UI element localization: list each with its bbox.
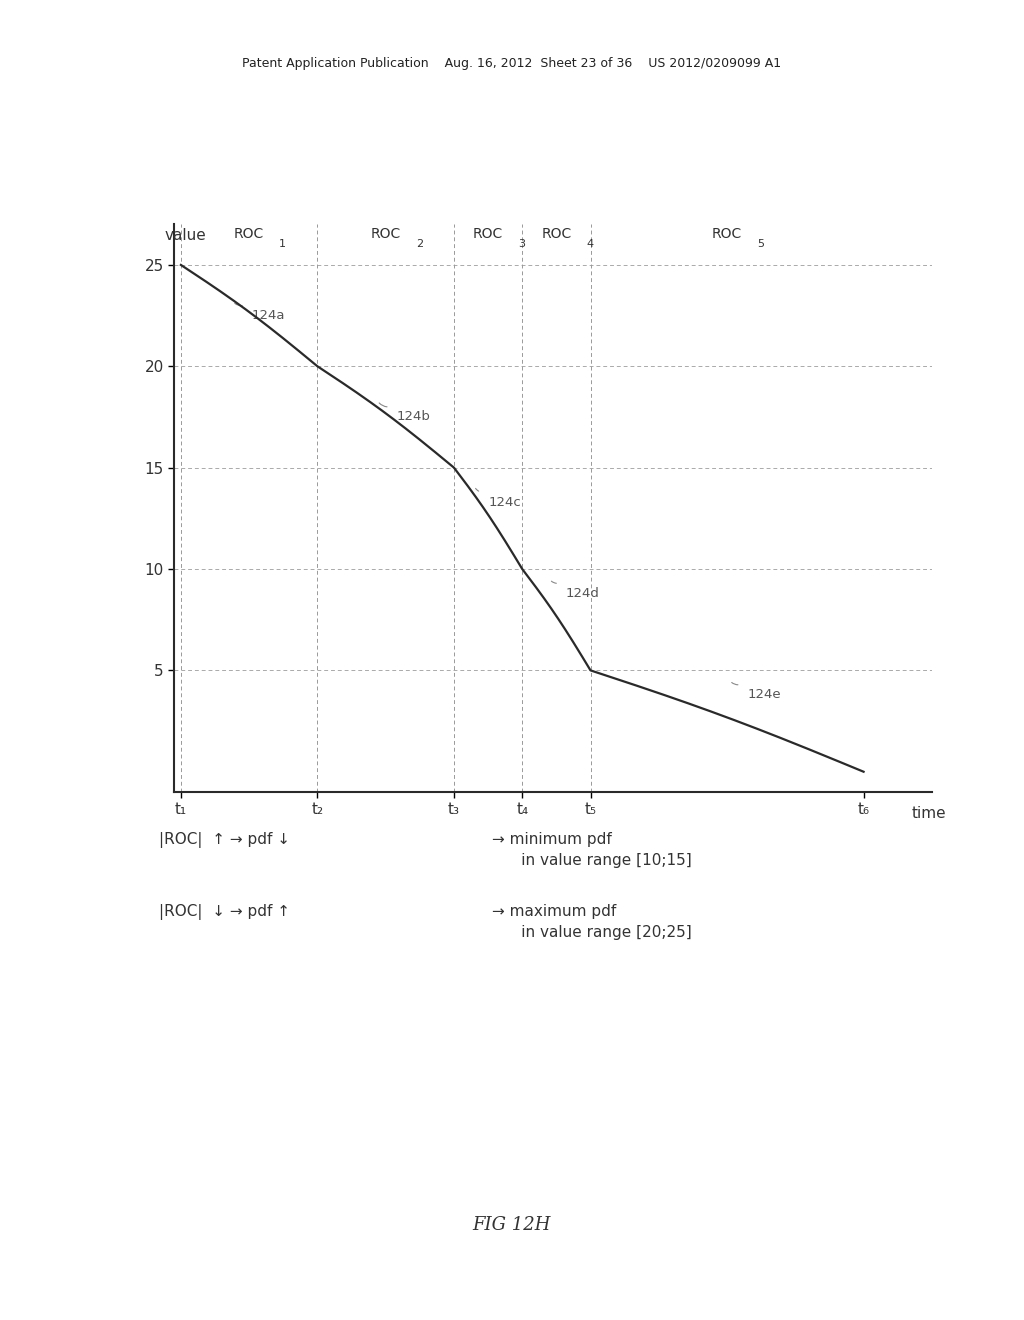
Text: ROC: ROC xyxy=(234,227,264,240)
Text: |ROC|  ↓ → pdf ↑: |ROC| ↓ → pdf ↑ xyxy=(159,904,290,920)
Text: |ROC|  ↑ → pdf ↓: |ROC| ↑ → pdf ↓ xyxy=(159,832,290,847)
Text: ROC: ROC xyxy=(473,227,503,240)
Text: 1: 1 xyxy=(280,239,287,248)
Text: 124b: 124b xyxy=(396,411,430,424)
Text: FIG 12H: FIG 12H xyxy=(473,1216,551,1234)
Text: value: value xyxy=(165,228,206,243)
Text: 124d: 124d xyxy=(566,587,600,599)
Text: → maximum pdf
      in value range [20;25]: → maximum pdf in value range [20;25] xyxy=(492,904,691,940)
Text: 5: 5 xyxy=(757,239,764,248)
Text: time: time xyxy=(911,807,946,821)
Text: 124e: 124e xyxy=(748,688,781,701)
Text: ROC: ROC xyxy=(542,227,571,240)
Text: 4: 4 xyxy=(587,239,594,248)
Text: ROC: ROC xyxy=(712,227,742,240)
Text: 3: 3 xyxy=(518,239,525,248)
Text: 124a: 124a xyxy=(252,309,286,322)
Text: → minimum pdf
      in value range [10;15]: → minimum pdf in value range [10;15] xyxy=(492,832,691,867)
Text: Patent Application Publication    Aug. 16, 2012  Sheet 23 of 36    US 2012/02090: Patent Application Publication Aug. 16, … xyxy=(243,57,781,70)
Text: 124c: 124c xyxy=(488,495,521,508)
Text: 2: 2 xyxy=(416,239,423,248)
Text: ROC: ROC xyxy=(371,227,400,240)
